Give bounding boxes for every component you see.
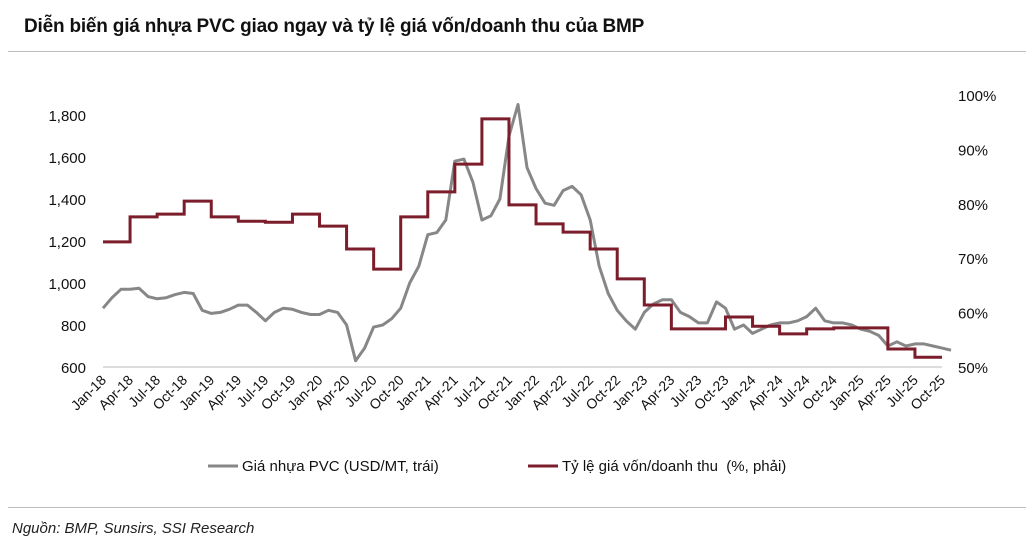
top-divider xyxy=(8,51,1026,52)
y-left-tick-label: 1,400 xyxy=(48,192,86,209)
y-left-tick-label: 1,000 xyxy=(48,276,86,293)
y-left-tick-label: 800 xyxy=(61,318,86,335)
y-right-tick-label: 70% xyxy=(958,251,988,268)
y-left-tick-label: 1,600 xyxy=(48,150,86,167)
y-right-tick-label: 90% xyxy=(958,142,988,159)
source-note: Nguồn: BMP, Sunsirs, SSI Research xyxy=(12,520,255,537)
chart: 600 800 1,000 1,200 1,400 1,600 1,800 50% 60% 70%… xyxy=(48,88,996,475)
legend: Giá nhựa PVC (USD/MT, trái) Tỷ lệ giá vố… xyxy=(208,458,786,475)
series-line-pvc-price xyxy=(101,103,952,363)
y-left-tick-label: 600 xyxy=(61,360,86,377)
legend-label-pvc: Giá nhựa PVC (USD/MT, trái) xyxy=(242,458,439,475)
y-right-tick-label: 80% xyxy=(958,197,988,214)
y-right-tick-label: 50% xyxy=(958,360,988,377)
y-left-tick-label: 1,200 xyxy=(48,234,86,251)
y-right-tick-label: 60% xyxy=(958,306,988,323)
y-right-tick-label: 100% xyxy=(958,88,996,105)
series-line-cogs-ratio xyxy=(103,117,942,359)
bottom-divider xyxy=(8,507,1026,508)
legend-label-cogs-ratio: Tỷ lệ giá vốn/doanh thu (%, phải) xyxy=(562,458,786,475)
chart-title: Diễn biến giá nhựa PVC giao ngay và tỷ l… xyxy=(24,16,645,37)
y-left-tick-label: 1,800 xyxy=(48,108,86,125)
